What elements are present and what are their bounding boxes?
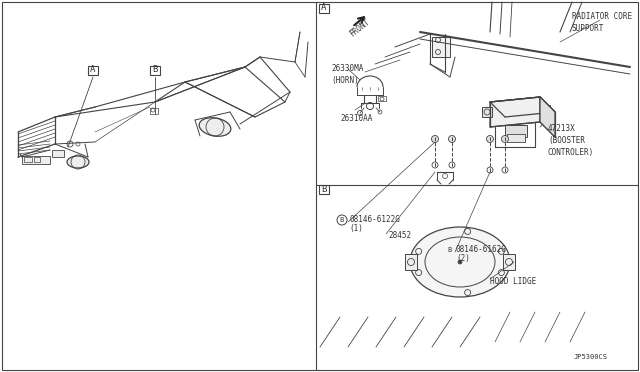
Text: (1): (1) (349, 224, 363, 234)
Bar (540, 105, 550, 115)
Polygon shape (490, 97, 540, 127)
Text: RADIATOR CORE
SUPPORT: RADIATOR CORE SUPPORT (572, 12, 632, 33)
Ellipse shape (410, 227, 510, 297)
Bar (507, 134, 525, 142)
Polygon shape (490, 97, 555, 117)
Bar (503, 254, 515, 270)
Bar (150, 108, 158, 114)
Bar (24, 157, 32, 162)
Text: B: B (321, 185, 326, 193)
Bar (482, 107, 492, 117)
Text: HOOD LIDGE: HOOD LIDGE (490, 278, 536, 286)
Bar (505, 125, 527, 137)
Bar (22, 156, 50, 164)
Bar (52, 150, 64, 157)
Text: 08146-6162G: 08146-6162G (456, 246, 507, 254)
Circle shape (431, 135, 438, 142)
Circle shape (449, 135, 456, 142)
Bar (319, 3, 329, 13)
Bar (34, 157, 40, 162)
Text: 26310AA: 26310AA (340, 114, 372, 123)
Circle shape (486, 135, 493, 142)
Text: A: A (321, 3, 326, 13)
Text: 08146-6122G: 08146-6122G (349, 215, 400, 224)
Bar (88, 65, 98, 74)
Ellipse shape (199, 118, 231, 136)
Circle shape (502, 135, 509, 142)
Text: FRONT: FRONT (348, 17, 372, 39)
Bar (378, 96, 386, 101)
Ellipse shape (67, 156, 89, 168)
Text: 47213X
(BOOSTER
CONTROLER): 47213X (BOOSTER CONTROLER) (548, 124, 595, 157)
Polygon shape (540, 97, 555, 137)
Text: JP5300CS: JP5300CS (574, 354, 608, 360)
Bar (432, 37, 450, 57)
Text: B: B (340, 217, 344, 223)
Text: B: B (152, 65, 157, 74)
Text: 28452: 28452 (388, 231, 411, 241)
Bar (319, 185, 329, 193)
Text: A: A (90, 65, 96, 74)
Text: 26330MA
(HORN): 26330MA (HORN) (331, 64, 364, 85)
Text: B: B (447, 247, 451, 253)
Circle shape (458, 260, 462, 264)
Bar (150, 65, 160, 74)
Text: (2): (2) (456, 254, 470, 263)
Bar (405, 254, 417, 270)
